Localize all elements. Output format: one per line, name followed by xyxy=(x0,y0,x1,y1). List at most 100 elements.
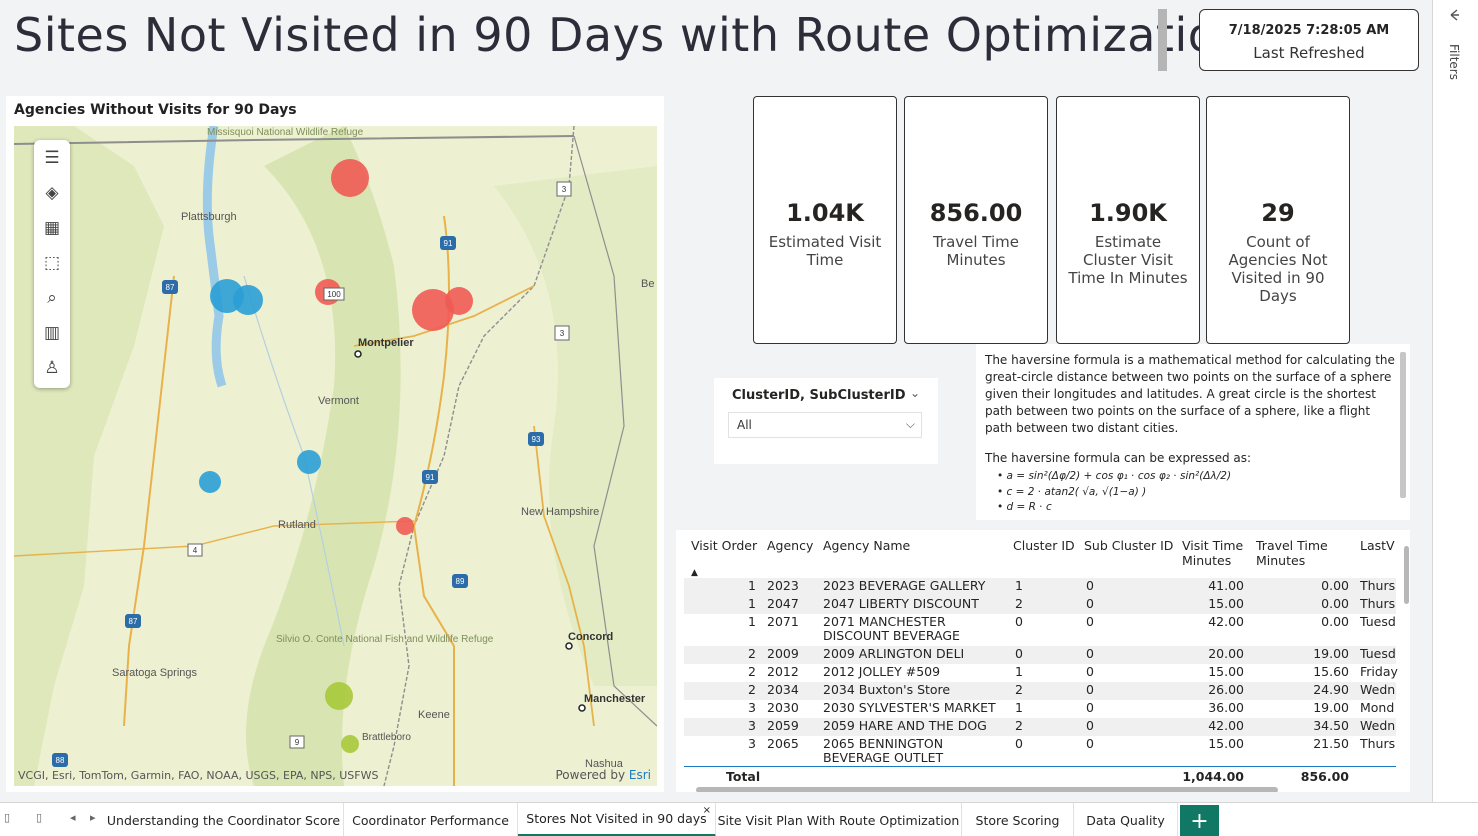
table-cell: Thurs xyxy=(1360,736,1396,751)
analytics-icon[interactable]: ▥ xyxy=(43,322,61,343)
table-cell: Mond xyxy=(1360,700,1395,715)
map-bubble[interactable] xyxy=(341,735,359,753)
mobile-layout-icon[interactable]: ▯ xyxy=(36,811,43,824)
column-header-last-visit[interactable]: LastV xyxy=(1360,538,1395,553)
column-header-travel-time[interactable]: Travel Time Minutes xyxy=(1256,538,1328,568)
close-tab-icon[interactable]: × xyxy=(702,805,711,816)
table-cell: 0.00 xyxy=(1321,614,1349,629)
vertical-scrollbar[interactable] xyxy=(1404,546,1409,604)
kpi-label: Count of Agencies Not Visited in 90 Days xyxy=(1228,233,1328,305)
table-row[interactable]: 1 2023 2023 BEVERAGE GALLERY 1 0 41.00 0.00 Thu… xyxy=(684,578,1396,596)
map-canvas[interactable]: Missisquoi National Wildlife Refuge Plat… xyxy=(14,126,657,786)
formula-c: c = 2 ⋅ atan2( √a, √(1−a) ) xyxy=(997,485,1396,501)
map-title: Agencies Without Visits for 90 Days xyxy=(14,102,297,118)
chevron-down-icon[interactable]: ⌵ xyxy=(905,417,915,431)
road-shield: 89 xyxy=(456,577,465,586)
map-label: Nashua xyxy=(585,758,624,770)
table-cell: Tuesd xyxy=(1360,614,1396,629)
tab-site-visit-plan[interactable]: Site Visit Plan With Route Optimization xyxy=(716,803,962,836)
column-header-agency[interactable]: Agency xyxy=(767,538,814,553)
map-label: Brattleboro xyxy=(362,732,411,743)
map-bubble[interactable] xyxy=(325,682,353,710)
esri-link[interactable]: Esri xyxy=(628,768,651,782)
filters-label[interactable]: Filters xyxy=(1447,44,1461,80)
road-shield: 91 xyxy=(444,239,453,248)
map-bubble[interactable] xyxy=(331,159,369,197)
table-cell: 19.00 xyxy=(1313,700,1349,715)
column-header-cluster-id[interactable]: Cluster ID xyxy=(1013,538,1075,553)
table-row[interactable]: 3 2065 2065 BENNINGTON BEVERAGE OUTLET 0 0 15… xyxy=(684,736,1396,768)
map-bubble[interactable] xyxy=(297,450,321,474)
map-bubble[interactable] xyxy=(412,289,454,331)
horizontal-scrollbar[interactable] xyxy=(696,787,1278,792)
last-refreshed-card: 7/18/2025 7:28:05 AM Last Refreshed xyxy=(1199,9,1419,71)
table-cell: 2009 xyxy=(767,646,799,661)
table-cell: 2065 xyxy=(767,736,799,751)
add-page-button[interactable]: + xyxy=(1180,805,1219,836)
search-icon[interactable]: ⌕ xyxy=(47,287,57,308)
map-bubble[interactable] xyxy=(396,517,414,535)
user-icon[interactable]: ♙ xyxy=(44,357,60,378)
kpi-label: Travel Time Minutes xyxy=(932,233,1020,269)
table-row[interactable]: 1 2071 2071 MANCHESTER DISCOUNT BEVERAGE 0 0… xyxy=(684,614,1396,646)
table-cell: 0 xyxy=(1015,736,1023,751)
table-cell: 36.00 xyxy=(1208,700,1244,715)
legend-icon[interactable]: ▦ xyxy=(43,217,61,238)
table-row[interactable]: 3 2059 2059 HARE AND THE DOG 2 0 42.00 34.50 We… xyxy=(684,718,1396,736)
tab-coordinator-performance[interactable]: Coordinator Performance xyxy=(344,803,518,836)
tab-prev-icon[interactable]: ◂ xyxy=(70,811,76,824)
kpi-value: 1.90K xyxy=(1089,199,1167,227)
kpi-card-visit-time[interactable]: 1.04K Estimated Visit Time xyxy=(753,96,897,344)
table-cell: 2 xyxy=(1015,718,1023,733)
tab-store-scoring[interactable]: Store Scoring xyxy=(962,803,1074,836)
table-cell: 2 xyxy=(748,646,756,661)
table-cell: 2071 MANCHESTER DISCOUNT BEVERAGE xyxy=(823,614,960,643)
column-header-visit-time[interactable]: Visit Time Minutes xyxy=(1182,538,1244,568)
column-header-visit-order[interactable]: Visit Order xyxy=(691,538,758,553)
filters-pane[interactable]: Filters xyxy=(1432,0,1478,802)
table-cell: Thurs xyxy=(1360,596,1396,611)
formula-d: d = R ⋅ c xyxy=(997,500,1396,516)
map-bubble[interactable] xyxy=(233,285,263,315)
table-cell: Friday xyxy=(1360,664,1398,679)
table-cell: 41.00 xyxy=(1208,578,1244,593)
tab-understanding-coordinator-score[interactable]: Understanding the Coordinator Score xyxy=(104,803,344,836)
table-row[interactable]: 1 2047 2047 LIBERTY DISCOUNT 2 0 15.00 0.00 Thu… xyxy=(684,596,1396,614)
kpi-card-agency-count[interactable]: 29 Count of Agencies Not Visited in 90 D… xyxy=(1206,96,1350,344)
tab-data-quality[interactable]: Data Quality xyxy=(1074,803,1178,836)
layers-icon[interactable]: ◈ xyxy=(45,182,59,203)
formula-a: a = sin²(Δφ/2) + cos φ₁ ⋅ cos φ₂ ⋅ sin²(… xyxy=(997,469,1396,485)
select-icon[interactable]: ⬚ xyxy=(43,252,61,273)
table-row[interactable]: 2 2034 2034 Buxton's Store 2 0 26.00 24.90 Wedn xyxy=(684,682,1396,700)
tab-next-icon[interactable]: ▸ xyxy=(90,811,96,824)
textbox-scrollbar[interactable] xyxy=(1400,352,1406,498)
table-cell: Wedn xyxy=(1360,682,1396,697)
slicer-selected-value: All xyxy=(737,418,752,432)
slicer-collapse-icon[interactable]: ⌄ xyxy=(909,386,920,400)
kpi-card-cluster-visit-time[interactable]: 1.90K Estimate Cluster Visit Time In Min… xyxy=(1056,96,1200,344)
table-cell: 2023 xyxy=(767,578,799,593)
tab-stores-not-visited[interactable]: Stores Not Visited in 90 days × xyxy=(518,803,716,836)
sort-ascending-icon[interactable]: ▲ xyxy=(691,568,698,578)
table-row[interactable]: 2 2012 2012 JOLLEY #509 1 0 15.00 15.60 Friday xyxy=(684,664,1398,682)
slicer-dropdown[interactable]: All ⌵ xyxy=(728,412,922,438)
table-row[interactable]: 2 2009 2009 ARLINGTON DELI 0 0 20.00 19.00 Tues… xyxy=(684,646,1396,664)
map-label: Plattsburgh xyxy=(181,211,237,223)
route-table: Visit Order Agency Agency Name Cluster I… xyxy=(676,530,1410,792)
basemap[interactable]: Missisquoi National Wildlife Refuge Plat… xyxy=(14,126,657,786)
road-shield: 87 xyxy=(129,617,138,626)
map-attribution: VCGI, Esri, TomTom, Garmin, FAO, NOAA, U… xyxy=(18,769,379,782)
collapse-arrow-icon[interactable] xyxy=(1447,8,1461,22)
device-icon[interactable]: ▯ xyxy=(4,811,11,824)
table-row[interactable]: 3 2030 2030 SYLVESTER'S MARKET 1 0 36.00 19.00… xyxy=(684,700,1396,718)
powered-by[interactable]: Powered by Esri xyxy=(556,768,652,782)
kpi-card-travel-time[interactable]: 856.00 Travel Time Minutes xyxy=(904,96,1048,344)
column-header-sub-cluster-id[interactable]: Sub Cluster ID xyxy=(1084,538,1174,553)
map-bubble[interactable] xyxy=(199,471,221,493)
column-header-agency-name[interactable]: Agency Name xyxy=(823,538,911,553)
table-cell: 26.00 xyxy=(1208,682,1244,697)
menu-icon[interactable]: ☰ xyxy=(44,147,60,168)
map-bubble[interactable] xyxy=(445,287,473,315)
map-label: New Hampshire xyxy=(521,506,599,518)
total-visit-time: 1,044.00 xyxy=(1182,769,1244,784)
